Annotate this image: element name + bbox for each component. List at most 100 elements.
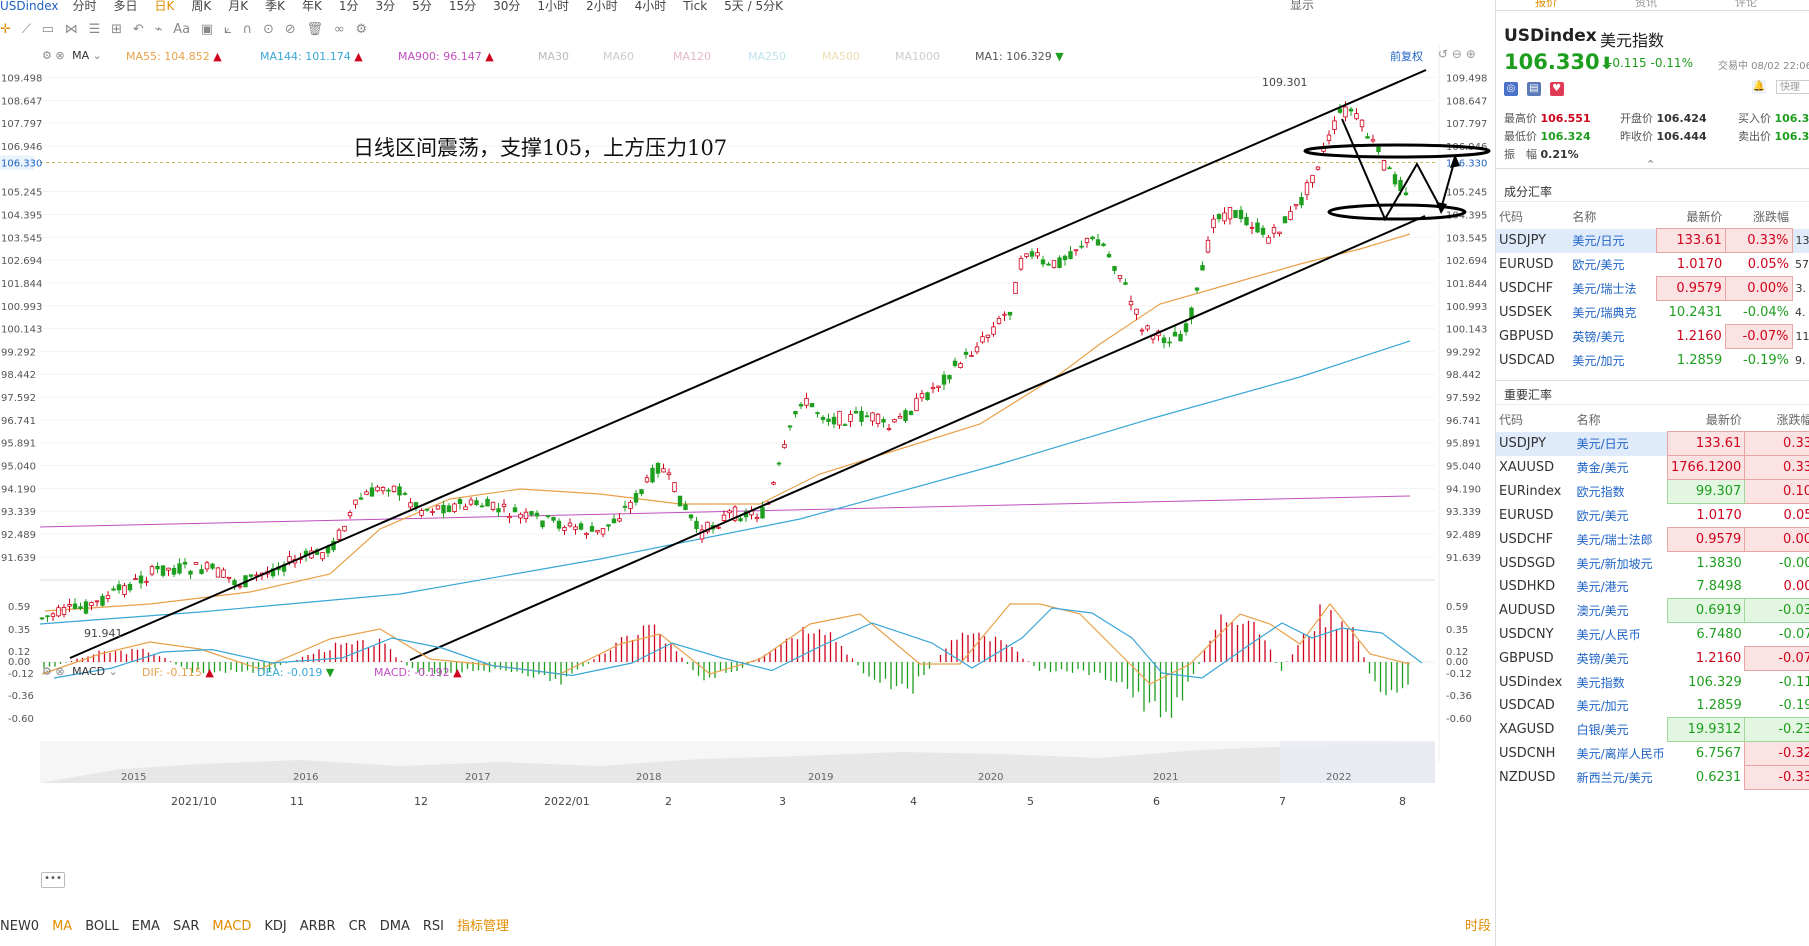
favorite-icon[interactable]: ♥ bbox=[1549, 82, 1564, 96]
period-tab-13[interactable]: 1小时 bbox=[537, 0, 570, 12]
text-tool-icon[interactable]: Aa bbox=[173, 22, 191, 37]
rate-row[interactable]: GBPUSD 英镑/美元 1.2160 -0.07 bbox=[1496, 646, 1809, 671]
period-tab-5[interactable]: 月K bbox=[228, 0, 249, 12]
collapse-icon[interactable]: ⌃ bbox=[1646, 158, 1656, 171]
chevron-down-icon[interactable]: ⌄ bbox=[108, 665, 118, 678]
lock-icon[interactable]: ⊙ bbox=[263, 22, 274, 37]
rate-row[interactable]: USDCAD 美元/加元 1.2859 -0.19% 9. bbox=[1496, 349, 1809, 373]
doc-icon[interactable]: ▤ bbox=[1526, 82, 1541, 96]
rate-row[interactable]: AUDUSD 澳元/美元 0.6919 -0.03 bbox=[1496, 598, 1809, 623]
period-tab-17[interactable]: 5天 / 5分K bbox=[724, 0, 783, 12]
indicator-sar[interactable]: SAR bbox=[172, 919, 200, 934]
period-tab-16[interactable]: Tick bbox=[683, 0, 708, 12]
period-tab-2[interactable]: 多日 bbox=[113, 0, 138, 12]
undo-icon[interactable]: ↺ bbox=[1438, 47, 1449, 61]
quote-tab-1[interactable]: 资讯 bbox=[1635, 0, 1657, 9]
rate-row[interactable]: USDHKD 美元/港元 7.8498 0.00 bbox=[1496, 575, 1809, 599]
rate-row[interactable]: NZDUSD 新西兰元/美元 0.6231 -0.33 bbox=[1496, 765, 1809, 790]
gann-tool-icon[interactable]: ⊞ bbox=[111, 22, 123, 37]
indicator-dma[interactable]: DMA bbox=[379, 919, 410, 934]
indicator-指标管理[interactable]: 指标管理 bbox=[456, 919, 509, 934]
rate-row[interactable]: USDCAD 美元/加元 1.2859 -0.19 bbox=[1496, 694, 1809, 718]
col-header[interactable]: 涨跌幅 bbox=[1752, 210, 1789, 224]
indicator-kdj[interactable]: KDJ bbox=[264, 919, 287, 934]
quote-tab-2[interactable]: 评论 bbox=[1735, 0, 1757, 9]
rate-row[interactable]: USDCHF 美元/瑞士法 0.9579 0.00% 3. bbox=[1496, 276, 1809, 301]
rate-row[interactable]: USDindex 美元指数 106.329 -0.11 bbox=[1496, 671, 1809, 695]
ruler-icon[interactable]: ⟀ bbox=[224, 22, 232, 37]
period-tab-12[interactable]: 30分 bbox=[493, 0, 521, 12]
bell-icon[interactable]: 🔔 bbox=[1752, 80, 1766, 94]
period-tab-8[interactable]: 1分 bbox=[338, 0, 359, 12]
rate-row[interactable]: USDCNH 美元/离岸人民币 6.7567 -0.32 bbox=[1496, 741, 1809, 766]
rate-row[interactable]: EURUSD 欧元/美元 1.0170 0.05 bbox=[1496, 504, 1809, 528]
indicator-new0[interactable]: NEW0 bbox=[0, 919, 40, 934]
minimize-icon[interactable]: ⊖ bbox=[1451, 47, 1462, 61]
settings-icon[interactable]: ⚙ bbox=[355, 22, 368, 37]
fib-tool-icon[interactable]: ☰ bbox=[88, 22, 101, 37]
period-tab-6[interactable]: 季K bbox=[265, 0, 286, 12]
col-header[interactable]: 名称 bbox=[1572, 210, 1597, 225]
chevron-down-icon[interactable]: ⌄ bbox=[92, 49, 102, 62]
indicator-boll[interactable]: BOLL bbox=[85, 919, 119, 934]
col-header[interactable]: 涨跌幅 bbox=[1776, 413, 1809, 427]
period-tab-15[interactable]: 4小时 bbox=[634, 0, 667, 12]
period-tab-10[interactable]: 5分 bbox=[412, 0, 432, 12]
rate-row[interactable]: USDJPY 美元/日元 133.610.33%13. bbox=[1496, 228, 1809, 253]
indicator-cr[interactable]: CR bbox=[348, 919, 367, 934]
quote-tab-0[interactable]: 报价 bbox=[1535, 0, 1557, 9]
period-tab-9[interactable]: 3分 bbox=[375, 0, 396, 12]
indicator-arbr[interactable]: ARBR bbox=[299, 919, 336, 934]
crosshair-icon[interactable]: ✛ bbox=[0, 22, 11, 37]
kline-chart[interactable]: 109.498 109.498 108.647 108.647 107.797 107.7… bbox=[0, 44, 1495, 914]
col-header[interactable]: 名称 bbox=[1576, 413, 1601, 428]
indicator-rsi[interactable]: RSI bbox=[422, 919, 444, 934]
trash-icon[interactable]: 🗑 bbox=[306, 22, 323, 37]
settings-icon[interactable]: ⚙ bbox=[42, 665, 52, 678]
period-tab-3[interactable]: 日K bbox=[154, 0, 175, 12]
quick-trade-button[interactable]: 快理 bbox=[1776, 80, 1809, 94]
rate-row[interactable]: EURUSD 欧元/美元 1.0170 0.05% 57. bbox=[1496, 253, 1809, 277]
period-tab-7[interactable]: 年K bbox=[302, 0, 322, 12]
rate-row[interactable]: XAGUSD 白银/美元 19.9312 -0.23 bbox=[1496, 717, 1809, 742]
col-header[interactable]: 最新价 bbox=[1705, 413, 1742, 427]
rate-row[interactable]: GBPUSD 英镑/美元 1.2160-0.07%11. bbox=[1496, 324, 1809, 349]
arrow-tool-icon[interactable]: ↶ bbox=[132, 22, 144, 37]
brush-tool-icon[interactable]: ⌁ bbox=[154, 22, 163, 37]
hide-icon[interactable]: ⊘ bbox=[284, 22, 296, 37]
rate-row[interactable]: USDSEK 美元/瑞典克 10.2431 -0.04% 4. bbox=[1496, 301, 1809, 325]
fuquan-button[interactable]: 前复权 bbox=[1390, 50, 1423, 63]
indicator-ema[interactable]: EMA bbox=[131, 919, 160, 934]
chart-window-controls[interactable]: ↺ ⊖ ⊕ bbox=[1438, 47, 1476, 61]
line-tool-icon[interactable]: ⟋ bbox=[21, 22, 31, 37]
col-header[interactable]: 最新价 bbox=[1686, 210, 1723, 224]
add-icon[interactable]: ⊕ bbox=[1465, 47, 1476, 61]
rate-row[interactable]: USDCNY 美元/人民币 6.7480 -0.07 bbox=[1496, 623, 1809, 647]
settings-icon[interactable]: ⚙ bbox=[42, 49, 52, 62]
link-icon[interactable]: ∞ bbox=[333, 22, 345, 37]
rect-tool-icon[interactable]: ▭ bbox=[41, 22, 54, 37]
col-header[interactable]: 代码 bbox=[1499, 413, 1524, 428]
period-tab-0[interactable]: USDindex bbox=[0, 0, 59, 12]
close-icon[interactable]: ⊗ bbox=[55, 49, 65, 62]
comment-tool-icon[interactable]: ▣ bbox=[200, 22, 214, 37]
period-button[interactable]: 时段 bbox=[1465, 919, 1492, 934]
display-button[interactable]: 显示 bbox=[1290, 0, 1315, 12]
indicator-macd[interactable]: MACD bbox=[212, 919, 252, 934]
period-tab-4[interactable]: 周K bbox=[191, 0, 212, 12]
period-tab-14[interactable]: 2小时 bbox=[586, 0, 618, 12]
fork-tool-icon[interactable]: ⋈ bbox=[64, 22, 78, 37]
overview-more-button[interactable]: ••• bbox=[41, 872, 65, 888]
period-tab-11[interactable]: 15分 bbox=[448, 0, 477, 12]
rate-row[interactable]: USDSGD 美元/新加坡元 1.3830 -0.00 bbox=[1496, 552, 1809, 576]
globe-icon[interactable]: ◎ bbox=[1504, 82, 1518, 96]
close-icon[interactable]: ⊗ bbox=[55, 665, 65, 678]
rate-row[interactable]: USDJPY 美元/日元 133.610.33 bbox=[1496, 431, 1809, 456]
magnet-icon[interactable]: ∩ bbox=[242, 22, 253, 37]
col-header[interactable]: 代码 bbox=[1499, 210, 1524, 225]
indicator-ma[interactable]: MA bbox=[52, 919, 73, 934]
period-tab-1[interactable]: 分时 bbox=[72, 0, 97, 12]
